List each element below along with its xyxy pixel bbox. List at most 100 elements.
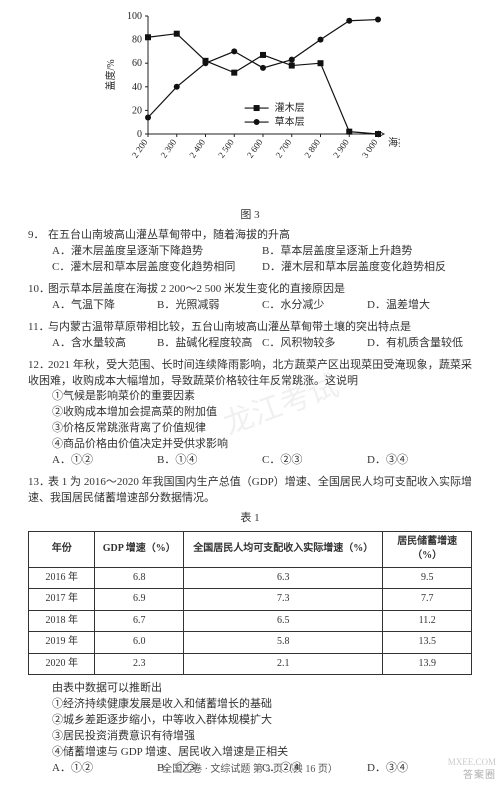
q12-text: 2021 年秋，受大范围、长时间连续降雨影响，北方蔬菜产区出现菜田受淹现象，蔬菜… [28,359,472,387]
svg-text:20: 20 [132,105,142,116]
q11-text: 与内蒙古温带草原带相比较，五台山南坡高山灌丛草甸带土壤的突出特点是 [48,321,411,333]
table-cell: 2020 年 [29,653,95,675]
figure-3: 020406080100盖度/%2 2002 3002 4002 5002 60… [28,8,472,222]
q12-number: 12． [28,358,48,374]
q12-opt-b: B．①④ [157,453,262,469]
q9-text: 在五台山南坡高山灌丛草甸带中，随着海拔的升高 [48,229,290,241]
q13-stmt-3: ③居民投资消费意识有待增强 [28,729,472,745]
figure-caption: 图 3 [240,206,259,222]
table-cell: 9.5 [383,567,472,589]
svg-text:40: 40 [132,82,142,93]
page-footer: 全国乙卷 · 文综试题 第 3 页（共 16 页） [0,760,500,775]
q10-opt-b: B．光照减弱 [157,298,262,314]
table-cell: 5.8 [184,632,383,654]
table-row: 2017 年6.97.37.7 [29,589,472,611]
q13-table: 年份GDP 增速（%）全国居民人均可支配收入实际增速（%）居民储蓄增速（%）20… [28,531,472,676]
table-cell: 7.7 [383,589,472,611]
svg-text:2 200: 2 200 [130,137,150,160]
question-11: 11．与内蒙古温带草原带相比较，五台山南坡高山灌丛草甸带土壤的突出特点是 A．含… [28,320,472,352]
q12-stmt-3: ③价格反常跳涨背离了价值规律 [28,421,472,437]
table-cell: 6.9 [95,589,184,611]
table-cell: 13.5 [383,632,472,654]
svg-text:2 600: 2 600 [245,137,265,160]
q11-number: 11． [28,320,48,336]
q13-stmt-2: ②城乡差距逐步缩小，中等收入群体规模扩大 [28,713,472,729]
q13-text: 表 1 为 2016～2020 年我国国内生产总值（GDP）增速、全国居民人均可… [28,476,472,504]
question-12: 12．2021 年秋，受大范围、长时间连续降雨影响，北方蔬菜产区出现菜田受淹现象… [28,358,472,470]
svg-text:100: 100 [127,11,142,22]
corner-watermark-2: MXEE.COM [448,757,496,767]
table-caption: 表 1 [28,511,472,527]
table-cell: 6.3 [184,567,383,589]
svg-text:60: 60 [132,58,142,69]
q13-number: 13． [28,475,48,491]
q9-opt-c: C．灌木层和草本层盖度变化趋势相同 [52,260,262,276]
q13-stmt-1: ①经济持续健康发展是收入和储蓄增长的基础 [28,697,472,713]
q11-opt-d: D．有机质含量较低 [367,336,472,352]
q9-opt-d: D．灌木层和草本层盖度变化趋势相反 [262,260,472,276]
q11-opt-b: B．盐碱化程度较高 [157,336,262,352]
question-13: 13．表 1 为 2016～2020 年我国国内生产总值（GDP）增速、全国居民… [28,475,472,777]
svg-text:80: 80 [132,35,142,46]
q12-stmt-4: ④商品价格由价值决定并受供求影响 [28,437,472,453]
q12-options: A．①② B．①④ C．②③ D．③④ [28,453,472,469]
q9-number: 9． [28,228,48,244]
table-cell: 6.0 [95,632,184,654]
table-header: GDP 增速（%） [95,531,184,567]
table-row: 2019 年6.05.813.5 [29,632,472,654]
table-cell: 2.3 [95,653,184,675]
table-cell: 2016 年 [29,567,95,589]
q11-opt-c: C．风积物较多 [262,336,367,352]
chart-svg: 020406080100盖度/%2 2002 3002 4002 5002 60… [100,8,400,204]
svg-text:2 400: 2 400 [187,137,207,160]
q13-after-lead: 由表中数据可以推断出 [28,681,472,697]
table-cell: 2.1 [184,653,383,675]
q11-opt-a: A．含水量较高 [52,336,157,352]
q9-options: A．灌木层盖度呈逐渐下降趋势 B．草本层盖度呈逐渐上升趋势 C．灌木层和草本层盖… [28,244,472,276]
q12-opt-a: A．①② [52,453,157,469]
q10-opt-d: D．温差增大 [367,298,472,314]
q12-opt-c: C．②③ [262,453,367,469]
table-cell: 6.8 [95,567,184,589]
q10-options: A．气温下降 B．光照减弱 C．水分减少 D．温差增大 [28,298,472,314]
table-row: 2016 年6.86.39.5 [29,567,472,589]
q9-opt-b: B．草本层盖度呈逐渐上升趋势 [262,244,472,260]
svg-text:2 500: 2 500 [216,137,236,160]
svg-text:2 900: 2 900 [331,137,351,160]
q11-options: A．含水量较高 B．盐碱化程度较高 C．风积物较多 D．有机质含量较低 [28,336,472,352]
q10-opt-a: A．气温下降 [52,298,157,314]
svg-text:灌木层: 灌木层 [275,102,305,114]
svg-text:2 800: 2 800 [302,137,322,160]
table-row: 2020 年2.32.113.9 [29,653,472,675]
q10-number: 10． [28,282,48,298]
q13-stmt-4: ④储蓄增速与 GDP 增速、居民收入增速是正相关 [28,745,472,761]
table-header: 全国居民人均可支配收入实际增速（%） [184,531,383,567]
q12-stmt-1: ①气候是影响菜价的重要因素 [28,389,472,405]
table-cell: 13.9 [383,653,472,675]
table-cell: 6.5 [184,610,383,632]
table-cell: 2019 年 [29,632,95,654]
table-cell: 2017 年 [29,589,95,611]
table-cell: 11.2 [383,610,472,632]
question-10: 10．图示草本层盖度在海拔 2 200～2 500 米发生变化的直接原因是 A．… [28,282,472,314]
table-cell: 2018 年 [29,610,95,632]
q9-opt-a: A．灌木层盖度呈逐渐下降趋势 [52,244,262,260]
svg-text:草本层: 草本层 [275,115,305,128]
table-cell: 7.3 [184,589,383,611]
table-header: 年份 [29,531,95,567]
svg-text:3 000: 3 000 [360,137,380,160]
q12-opt-d: D．③④ [367,453,472,469]
q12-stmt-2: ②收购成本增加会提高菜的附加值 [28,405,472,421]
table-row: 2018 年6.76.511.2 [29,610,472,632]
svg-text:2 700: 2 700 [274,137,294,160]
question-9: 9．在五台山南坡高山灌丛草甸带中，随着海拔的升高 A．灌木层盖度呈逐渐下降趋势 … [28,228,472,276]
svg-text:2 300: 2 300 [159,137,179,160]
q10-opt-c: C．水分减少 [262,298,367,314]
table-header: 居民储蓄增速（%） [383,531,472,567]
exam-page: 020406080100盖度/%2 2002 3002 4002 5002 60… [0,0,500,785]
svg-text:海拔/米: 海拔/米 [388,136,400,149]
corner-watermark-1: 答案圈 [463,766,496,781]
table-cell: 6.7 [95,610,184,632]
q10-text: 图示草本层盖度在海拔 2 200～2 500 米发生变化的直接原因是 [48,283,345,295]
svg-text:盖度/%: 盖度/% [104,59,117,90]
